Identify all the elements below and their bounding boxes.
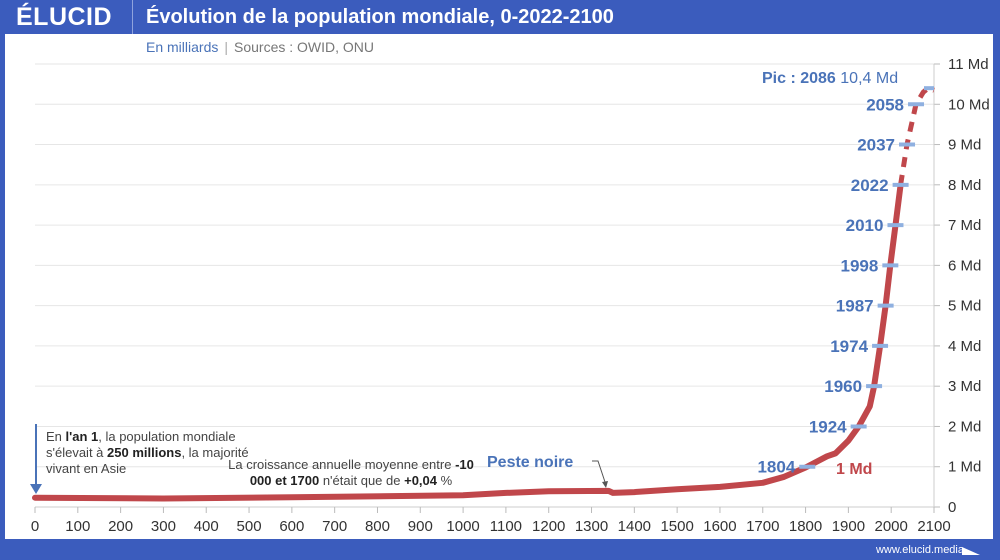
header: ÉLUCID Évolution de la population mondia… — [0, 0, 1000, 34]
subtitle: En milliards | Sources : OWID, ONU — [146, 39, 374, 55]
y-tick-label: 11 Md — [948, 56, 989, 73]
x-tick-label: 400 — [194, 518, 219, 535]
x-tick-label: 1900 — [832, 518, 865, 535]
elucid-logo: ÉLUCID — [16, 3, 113, 31]
chart-title: Évolution de la population mondiale, 0-2… — [146, 6, 614, 28]
x-tick-label: 1600 — [703, 518, 736, 535]
peak-value: 10,4 Md — [840, 70, 898, 87]
x-tick-label: 600 — [279, 518, 304, 535]
plague-arrowhead — [602, 481, 608, 488]
x-tick-label: 200 — [108, 518, 133, 535]
ann-text: La croissance annuelle moyenne entre — [228, 457, 456, 472]
y-tick-label: 8 Md — [948, 177, 981, 194]
y-tick-label: 5 Md — [948, 298, 981, 315]
x-tick-label: 1800 — [789, 518, 822, 535]
footer-url[interactable]: www.elucid.media — [875, 544, 964, 556]
y-tick-label: 10 Md — [948, 96, 990, 113]
x-tick-label: 1400 — [618, 518, 651, 535]
ann-text: , la majorité vivant en Asie — [46, 445, 249, 476]
separator: | — [224, 39, 228, 55]
x-tick-label: 1100 — [490, 518, 522, 535]
annotation-growth: La croissance annuelle moyenne entre -10… — [226, 457, 476, 489]
x-tick-label: 2000 — [875, 518, 908, 535]
ann-bold: l'an 1 — [65, 429, 99, 444]
x-tick-label: 700 — [322, 518, 347, 535]
y-tick-label: 0 — [948, 499, 956, 516]
x-tick-label: 2100 — [917, 518, 950, 535]
y-tick-label: 6 Md — [948, 257, 981, 274]
peak-label: Pic : 2086 10,4 Md — [762, 70, 898, 87]
y-tick-label: 2 Md — [948, 418, 981, 435]
milestone-label: 1960 — [824, 377, 862, 396]
ann-text: n'était que de — [319, 473, 405, 488]
one-billion-label: 1 Md — [836, 461, 872, 478]
milestone-label: 1924 — [809, 417, 847, 436]
x-tick-label: 300 — [151, 518, 176, 535]
y-tick-label: 3 Md — [948, 378, 981, 395]
milestone-label: 1998 — [841, 256, 879, 275]
x-tick-label: 800 — [365, 518, 390, 535]
x-tick-label: 1300 — [575, 518, 608, 535]
ann-bold: 250 millions — [107, 445, 182, 460]
ann-text: , la population mondiale s'élevait à — [46, 429, 236, 460]
ann-bold: -10 000 et 1700 — [249, 457, 474, 488]
milestone-label: 2037 — [857, 136, 895, 155]
x-tick-label: 900 — [408, 518, 433, 535]
milestone-label: 1804 — [757, 458, 795, 477]
x-tick-label: 1700 — [746, 518, 779, 535]
ann-bold: +0,04 — [404, 473, 438, 488]
header-divider — [132, 0, 133, 34]
x-tick-label: 500 — [237, 518, 262, 535]
plague-label: Peste noire — [487, 454, 573, 471]
x-tick-label: 1000 — [446, 518, 479, 535]
year1-arrowhead — [30, 484, 42, 494]
milestone-label: 2022 — [851, 176, 889, 195]
peak-year: Pic : 2086 — [762, 70, 840, 87]
x-tick-label: 100 — [65, 518, 90, 535]
y-tick-label: 4 Md — [948, 338, 981, 355]
x-tick-label: 0 — [31, 518, 39, 535]
ann-text: % — [437, 473, 453, 488]
y-tick-label: 1 Md — [948, 459, 981, 476]
y-tick-label: 9 Md — [948, 137, 981, 154]
elucid-flag-icon — [962, 547, 980, 555]
milestone-label: 1987 — [836, 297, 874, 316]
plague-arrow — [592, 460, 607, 486]
annotation-year-1: En l'an 1, la population mondiale s'élev… — [46, 429, 256, 477]
milestone-label: 2010 — [846, 216, 884, 235]
milestone-label: 1974 — [830, 337, 868, 356]
unit-label: En milliards — [146, 39, 219, 55]
x-tick-label: 1200 — [532, 518, 565, 535]
milestone-label: 2058 — [866, 95, 904, 114]
x-tick-label: 1500 — [660, 518, 693, 535]
ann-text: En — [46, 429, 66, 444]
y-tick-label: 7 Md — [948, 217, 981, 234]
sources: Sources : OWID, ONU — [234, 39, 375, 55]
